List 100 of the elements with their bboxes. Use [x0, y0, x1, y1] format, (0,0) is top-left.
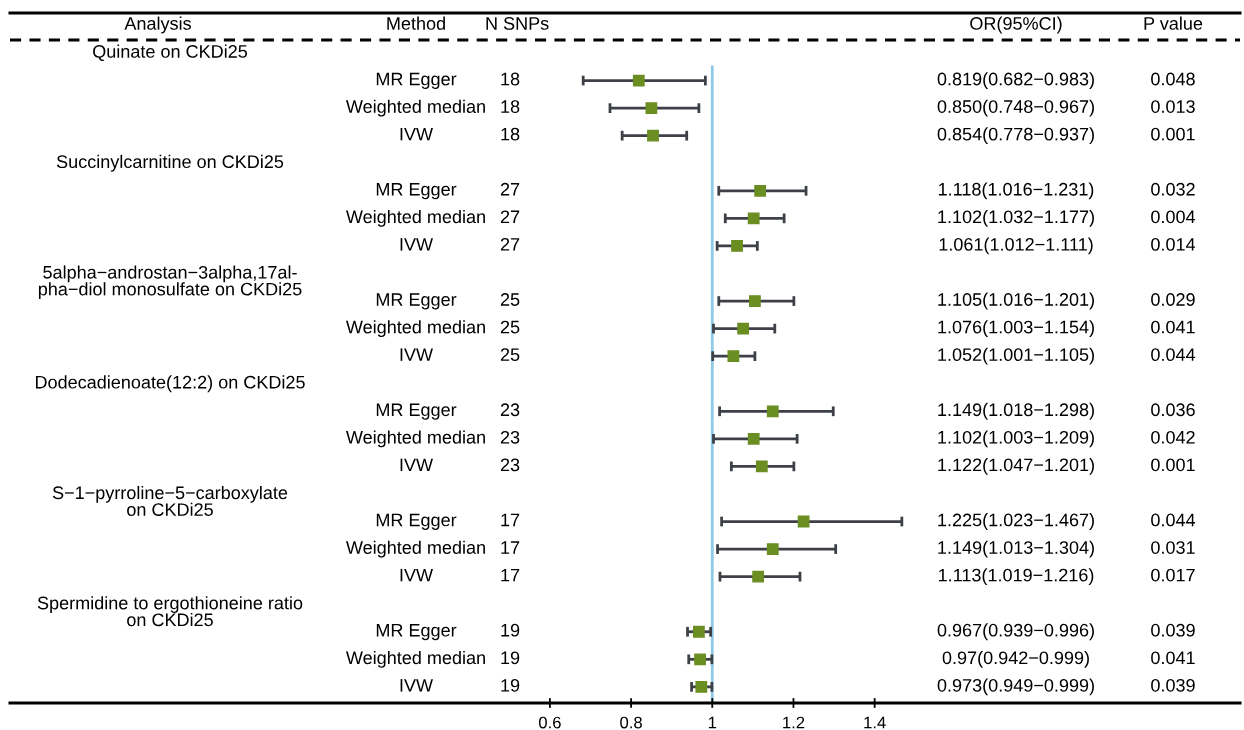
- text: P value: [1144, 16, 1203, 30]
- y-tick-label: MR Egger: [376, 513, 457, 530]
- point: [727, 350, 740, 363]
- y-tick-label: IVW: [400, 127, 433, 141]
- annotation: 23: [500, 458, 520, 472]
- annotation: 0.031: [1151, 541, 1195, 554]
- point: [766, 543, 779, 555]
- y-tick-label: IVW: [400, 348, 433, 361]
- y-tick-label: Weighted median: [345, 209, 485, 227]
- annotation: 1.105(1.016−1.201): [938, 292, 1094, 310]
- annotation: 18: [501, 127, 520, 141]
- annotation: 0.004: [1151, 210, 1196, 224]
- x-tick-label: 1: [708, 716, 717, 729]
- y-tick-label: MR Egger: [376, 72, 457, 89]
- point: [754, 184, 767, 197]
- annotation: 0.854(0.778−0.937): [937, 127, 1094, 145]
- annotation: 17: [501, 513, 520, 527]
- annotation: 0.967(0.939−0.996): [937, 623, 1094, 641]
- annotation: 17: [501, 541, 520, 554]
- y-tick-label: IVW: [400, 568, 433, 582]
- annotation: 0.044: [1151, 513, 1196, 527]
- annotation: S−1−pyrroline−5−carboxylate on CKDi25: [52, 485, 288, 516]
- annotation: 0.973(0.949−0.999): [937, 678, 1094, 696]
- y-tick-label: IVW: [400, 238, 433, 251]
- text: Method: [387, 16, 445, 30]
- annotation: 25: [500, 293, 520, 306]
- point: [797, 515, 810, 528]
- annotation: Succinylcarnitine on CKDi25: [56, 154, 284, 172]
- annotation: 19: [501, 678, 520, 692]
- point: [737, 322, 750, 335]
- annotation: 1.052(1.001−1.105): [938, 347, 1094, 365]
- x-tick-label: 1.2: [783, 716, 805, 729]
- annotation: 0.97(0.942−0.999): [942, 650, 1089, 668]
- annotation: 0.001: [1151, 458, 1195, 472]
- annotation: 0.032: [1151, 182, 1195, 196]
- text: N SNPs: [486, 17, 549, 30]
- annotation: 0.850(0.748−0.967): [937, 99, 1094, 117]
- annotation: 0.039: [1151, 623, 1195, 637]
- annotation: 0.819(0.682−0.983): [937, 72, 1094, 89]
- annotation: Spermidine to ergothioneine ratio on CKDi25: [37, 596, 303, 627]
- y-tick-label: IVW: [400, 458, 433, 472]
- annotation: 27: [500, 182, 520, 196]
- y-tick-label: Weighted median: [345, 540, 485, 558]
- annotation: 0.017: [1151, 568, 1195, 582]
- annotation: 0.039: [1151, 678, 1195, 692]
- annotation: 0.041: [1151, 320, 1195, 334]
- annotation: 0.029: [1151, 293, 1195, 306]
- text: Analysis: [124, 16, 191, 34]
- annotation: 5alpha−androstan−3alpha,17al- pha−diol monosulfate on CKDi25: [38, 265, 302, 300]
- annotation: 19: [501, 651, 520, 665]
- point: [647, 129, 659, 142]
- annotation: Dodecadienoate(12:2) on CKDi25: [35, 375, 305, 393]
- annotation: 1.102(1.003−1.209): [938, 430, 1094, 448]
- annotation: 18: [501, 100, 520, 113]
- annotation: 1.118(1.016−1.231): [938, 182, 1094, 200]
- annotation: 0.048: [1151, 72, 1195, 86]
- y-tick-label: MR Egger: [376, 293, 457, 310]
- point: [766, 405, 779, 418]
- point: [694, 653, 707, 666]
- annotation: 1.102(1.032−1.177): [938, 209, 1094, 227]
- point: [755, 460, 768, 473]
- y-tick-label: MR Egger: [376, 403, 457, 420]
- y-tick-label: MR Egger: [376, 624, 457, 641]
- annotation: 0.042: [1151, 430, 1195, 444]
- annotation: 0.044: [1151, 348, 1196, 362]
- y-tick-label: Weighted median: [345, 320, 485, 338]
- x-tick-label: 0.8: [620, 716, 642, 729]
- point: [747, 432, 760, 445]
- point: [731, 240, 743, 252]
- annotation: 0.001: [1151, 127, 1195, 141]
- text: OR(95%CI): [970, 16, 1062, 34]
- annotation: 27: [500, 210, 520, 224]
- y-tick-label: Weighted median: [345, 650, 485, 668]
- annotation: 0.036: [1151, 403, 1195, 417]
- annotation: 23: [500, 430, 520, 444]
- x-tick-label: 1.4: [864, 716, 886, 729]
- annotation: 1.149(1.018−1.298): [938, 402, 1094, 420]
- annotation: 1.113(1.019−1.216): [938, 568, 1094, 586]
- annotation: 0.041: [1151, 651, 1195, 665]
- y-tick-label: Weighted median: [345, 430, 485, 448]
- x-tick-label: 0.6: [538, 716, 561, 729]
- annotation: 18: [501, 72, 520, 86]
- annotation: 1.122(1.047−1.201): [938, 457, 1094, 475]
- point: [632, 74, 645, 87]
- text: Quinate on CKDi25: [93, 44, 248, 62]
- annotation: 1.225(1.023−1.467): [938, 513, 1094, 530]
- annotation: 17: [501, 568, 520, 582]
- point: [748, 295, 761, 307]
- annotation: 23: [500, 403, 520, 417]
- annotation: 0.013: [1151, 100, 1195, 113]
- point: [747, 212, 760, 225]
- annotation: 25: [500, 320, 520, 334]
- annotation: 19: [501, 623, 520, 637]
- point: [645, 102, 658, 115]
- y-tick-label: Weighted median: [345, 99, 485, 117]
- annotation: 27: [500, 237, 520, 251]
- point: [752, 570, 765, 583]
- annotation: 25: [500, 348, 520, 362]
- y-tick-label: IVW: [400, 679, 433, 692]
- point: [695, 680, 708, 693]
